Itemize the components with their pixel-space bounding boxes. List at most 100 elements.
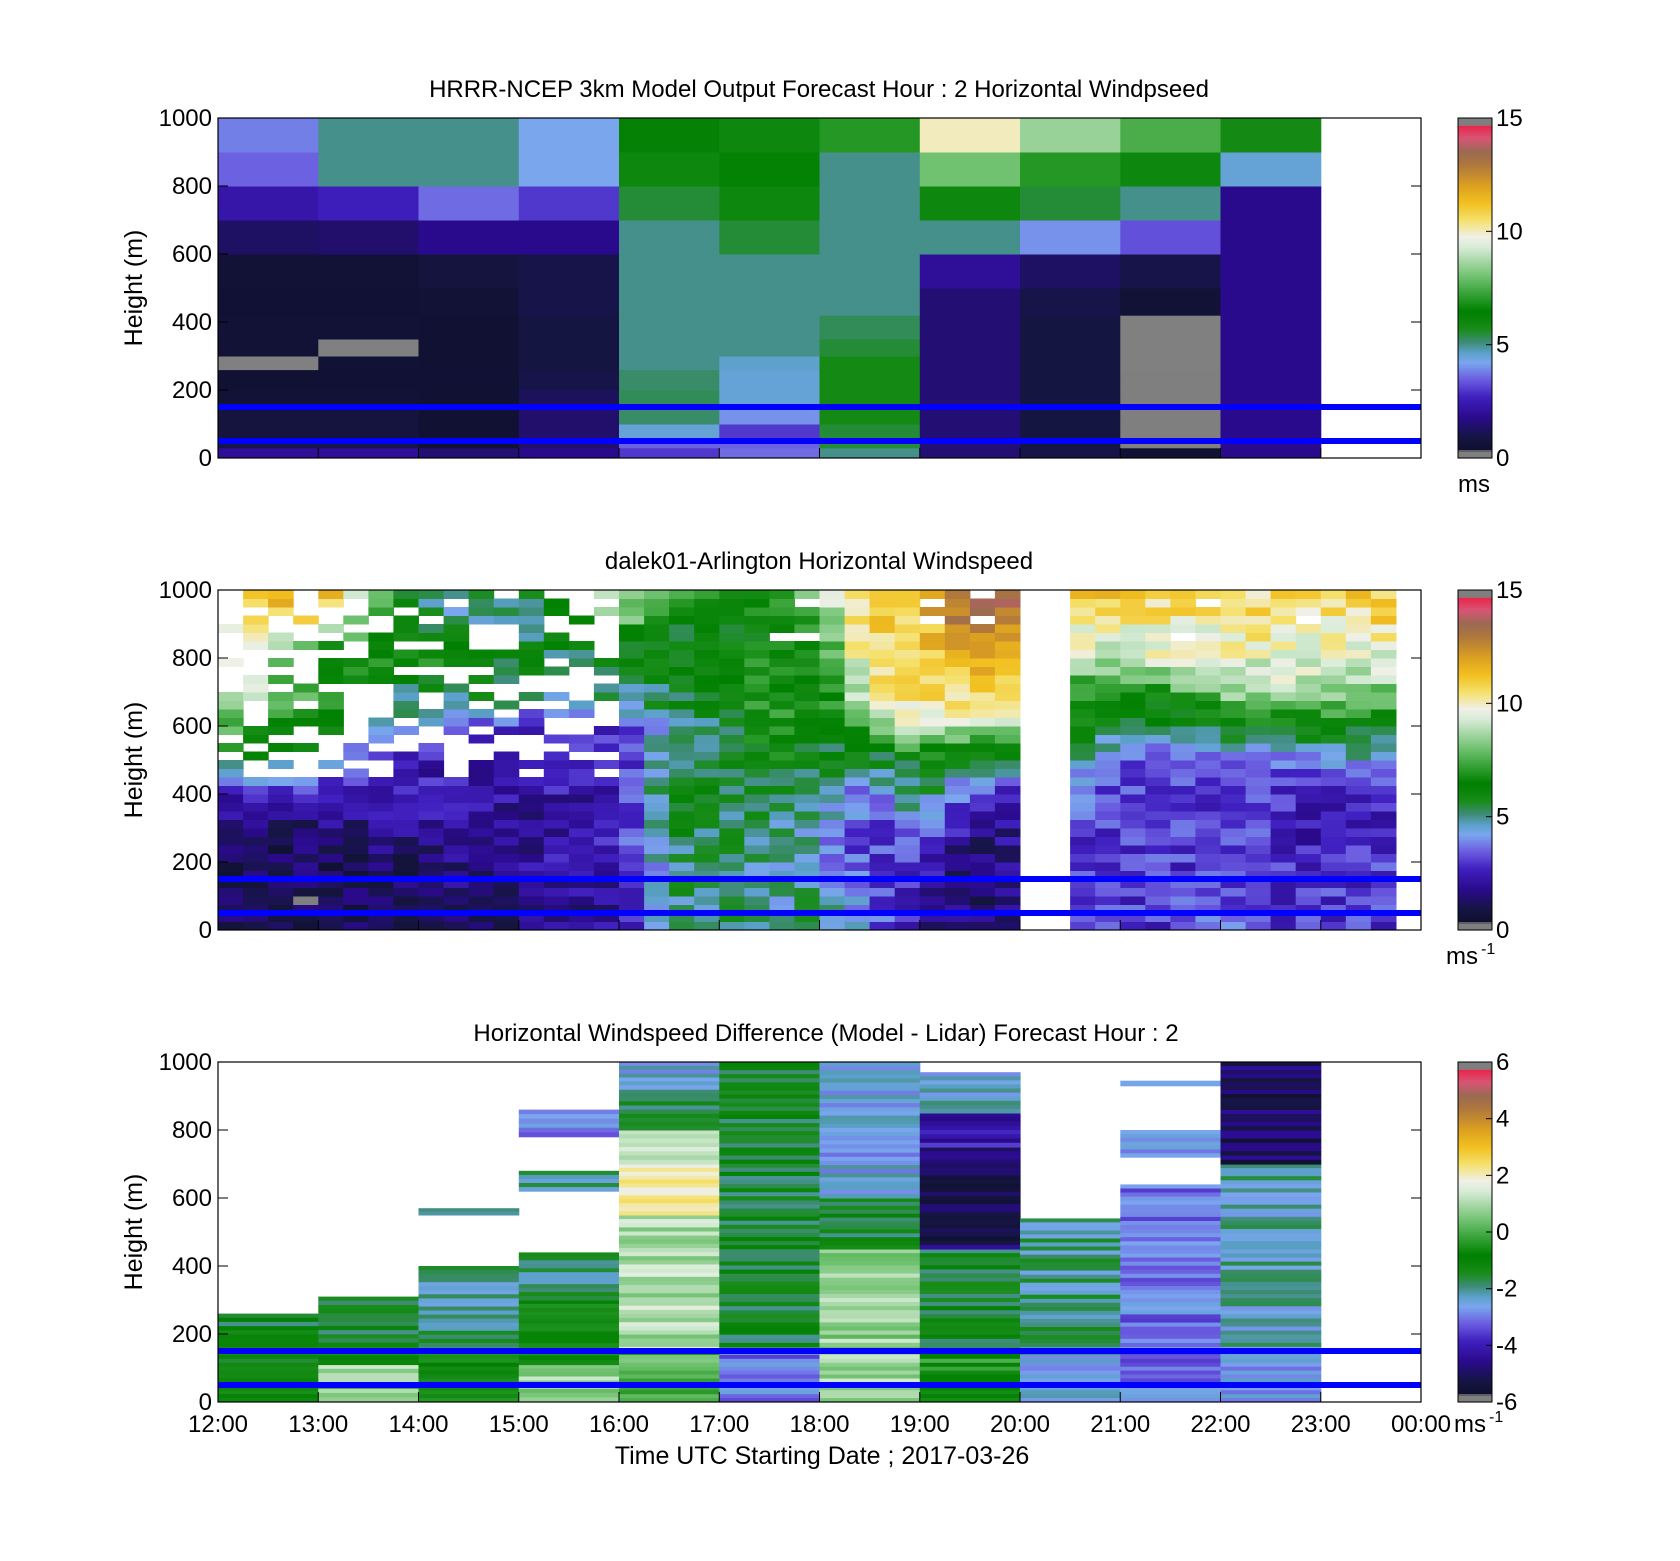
heatmap-cell xyxy=(318,819,344,829)
heatmap-cell xyxy=(1245,590,1272,599)
heatmap-cell xyxy=(1295,700,1322,710)
heatmap-cell xyxy=(418,751,445,761)
heatmap-cell xyxy=(619,1179,720,1185)
heatmap-cell xyxy=(1145,828,1171,837)
heatmap-cell xyxy=(619,1285,720,1290)
heatmap-cell xyxy=(819,1314,921,1319)
heatmap-cell xyxy=(343,802,369,812)
heatmap-cell xyxy=(1195,811,1221,820)
heatmap-cell xyxy=(1120,734,1146,744)
heatmap-cell xyxy=(443,615,470,625)
heatmap-cell xyxy=(719,1094,821,1100)
heatmap-cell xyxy=(619,802,645,812)
heatmap-cell xyxy=(869,879,896,888)
heatmap-cell xyxy=(619,1280,720,1286)
heatmap-cell xyxy=(819,1177,921,1182)
heatmap-cell xyxy=(1020,1338,1121,1344)
colorbar-swatch xyxy=(1458,744,1492,747)
heatmap-cell xyxy=(468,734,495,744)
colorbar-swatch xyxy=(1458,120,1492,123)
heatmap-cell xyxy=(443,870,470,880)
heatmap-cell xyxy=(1145,845,1171,854)
colorbar-swatch xyxy=(1458,200,1492,203)
heatmap-cell xyxy=(368,887,394,897)
heatmap-cell xyxy=(318,1355,420,1361)
heatmap-cell xyxy=(1220,1118,1322,1123)
heatmap-cell xyxy=(1170,700,1196,710)
heatmap-cell xyxy=(919,1354,1021,1360)
heatmap-cell xyxy=(1220,879,1247,888)
heatmap-cell xyxy=(1095,862,1121,871)
heatmap-cell xyxy=(819,785,846,795)
heatmap-cell xyxy=(894,811,921,820)
colorbar-swatch xyxy=(1458,262,1492,265)
heatmap-cell xyxy=(819,1378,921,1383)
heatmap-cell xyxy=(994,862,1021,871)
heatmap-cell xyxy=(844,887,871,897)
heatmap-cell xyxy=(318,1397,420,1402)
heatmap-cell xyxy=(1020,441,1121,449)
heatmap-cell xyxy=(994,836,1021,846)
heatmap-cell xyxy=(518,717,545,727)
heatmap-cell xyxy=(644,709,670,718)
heatmap-cell xyxy=(518,1372,620,1377)
heatmap-cell xyxy=(669,836,695,846)
heatmap-cell xyxy=(1295,709,1322,718)
heatmap-cell xyxy=(619,734,645,744)
heatmap-cell xyxy=(719,607,745,616)
heatmap-cell xyxy=(518,1388,620,1394)
colorbar-swatch xyxy=(1458,350,1492,353)
heatmap-cell xyxy=(669,785,695,795)
heatmap-cell xyxy=(869,904,896,914)
heatmap-cell xyxy=(418,254,520,289)
heatmap-cell xyxy=(568,734,595,744)
heatmap-cell xyxy=(619,590,645,599)
heatmap-cell xyxy=(719,339,821,357)
heatmap-cell xyxy=(644,751,670,761)
heatmap-cell xyxy=(719,1196,821,1201)
heatmap-cell xyxy=(493,887,520,897)
heatmap-cell xyxy=(794,692,820,701)
heatmap-cell xyxy=(1220,1142,1322,1148)
heatmap-cell xyxy=(443,853,470,863)
heatmap-cell xyxy=(919,424,1021,442)
heatmap-cell xyxy=(919,1171,1021,1177)
heatmap-cell xyxy=(819,254,921,289)
heatmap-cell xyxy=(493,768,520,778)
heatmap-cell xyxy=(869,734,896,744)
colorbar-swatch xyxy=(1458,616,1492,619)
colorbar-swatch xyxy=(1458,288,1492,291)
heatmap-cell xyxy=(619,1069,720,1075)
heatmap-cell xyxy=(1120,1390,1222,1395)
heatmap-cell xyxy=(1020,1310,1121,1316)
heatmap-cell xyxy=(1220,447,1322,458)
heatmap-cell xyxy=(1145,675,1171,684)
heatmap-cell xyxy=(969,828,996,837)
heatmap-cell xyxy=(418,802,445,812)
colorbar-swatch xyxy=(1458,354,1492,357)
heatmap-cell xyxy=(568,836,595,846)
colorbar-swatch xyxy=(1458,1388,1492,1391)
heatmap-cell xyxy=(869,913,896,922)
heatmap-cell xyxy=(794,666,820,676)
colorbar-swatch xyxy=(1458,1218,1492,1221)
heatmap-cell xyxy=(1070,870,1096,880)
heatmap-cell xyxy=(593,802,620,812)
heatmap-cell xyxy=(1295,658,1322,667)
heatmap-cell xyxy=(1295,743,1322,752)
heatmap-cell xyxy=(593,794,620,803)
heatmap-cell xyxy=(944,870,971,880)
heatmap-cell xyxy=(418,828,445,837)
y-axis-label: Height (m) xyxy=(120,702,148,819)
heatmap-cell xyxy=(1020,369,1121,391)
heatmap-cell xyxy=(769,853,795,863)
colorbar-swatch xyxy=(1458,330,1492,333)
heatmap-cell xyxy=(1220,1106,1322,1111)
heatmap-cell xyxy=(619,717,645,727)
heatmap-cell xyxy=(819,1237,921,1242)
heatmap-cell xyxy=(318,441,420,449)
heatmap-cell xyxy=(1095,785,1121,795)
colorbar-tick-label: 10 xyxy=(1496,690,1523,717)
heatmap-cell xyxy=(543,794,570,803)
heatmap-cell xyxy=(443,658,470,667)
